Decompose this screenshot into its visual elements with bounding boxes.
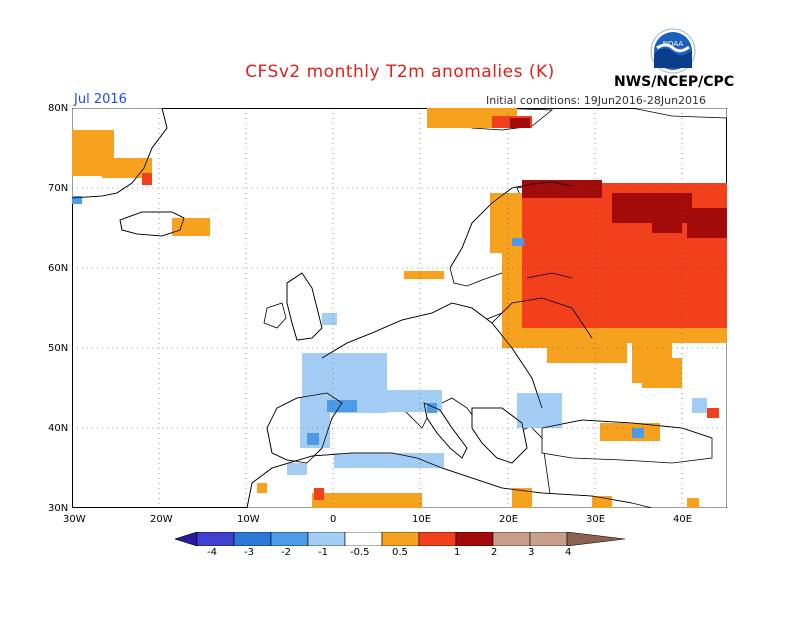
noaa-logo: NOAA xyxy=(650,28,696,74)
lat-label: 80N xyxy=(48,103,69,114)
lat-label: 60N xyxy=(48,263,69,274)
initial-conditions: Initial conditions: 19Jun2016-28Jun2016 xyxy=(486,94,707,107)
lon-label: 10E xyxy=(412,514,432,525)
lat-label: 50N xyxy=(48,343,69,354)
color-bar-label: -0.5 xyxy=(350,547,370,558)
color-bar-label: -1 xyxy=(318,547,328,558)
lon-label: 20W xyxy=(150,514,173,525)
coastline-overlay xyxy=(72,108,713,508)
lat-label: 30N xyxy=(48,503,69,514)
lon-label: 40E xyxy=(673,514,693,525)
color-bar-label: -2 xyxy=(281,547,291,558)
anomaly-map xyxy=(72,108,727,508)
lon-label: 10W xyxy=(237,514,260,525)
color-bar-label: 2 xyxy=(491,547,498,558)
lon-label: 30E xyxy=(586,514,606,525)
color-bar-label: 0.5 xyxy=(392,547,408,558)
anomaly-warm-2-3 xyxy=(510,118,727,238)
color-bar-label: 4 xyxy=(565,547,572,558)
lon-label: 30W xyxy=(63,514,86,525)
forecast-month: Jul 2016 xyxy=(74,92,127,107)
lon-label: 20E xyxy=(499,514,519,525)
svg-text:NOAA: NOAA xyxy=(663,40,684,48)
lat-label: 70N xyxy=(48,183,69,194)
lat-label: 40N xyxy=(48,423,69,434)
color-bar-label: -4 xyxy=(207,547,217,558)
color-bar-label: 3 xyxy=(528,547,535,558)
agency-label: NWS/NCEP/CPC xyxy=(614,74,735,90)
chart-title: CFSv2 monthly T2m anomalies (K) xyxy=(245,62,555,82)
color-bar-label: 1 xyxy=(454,547,461,558)
anomaly-cool-m2-m1 xyxy=(72,196,644,445)
color-bar-label: -3 xyxy=(244,547,254,558)
graticule xyxy=(72,108,727,508)
lon-label: 0 xyxy=(330,514,337,525)
color-bar-high-arrow xyxy=(566,532,626,546)
color-bar-low-arrow xyxy=(175,532,198,546)
color-bar xyxy=(175,532,626,546)
